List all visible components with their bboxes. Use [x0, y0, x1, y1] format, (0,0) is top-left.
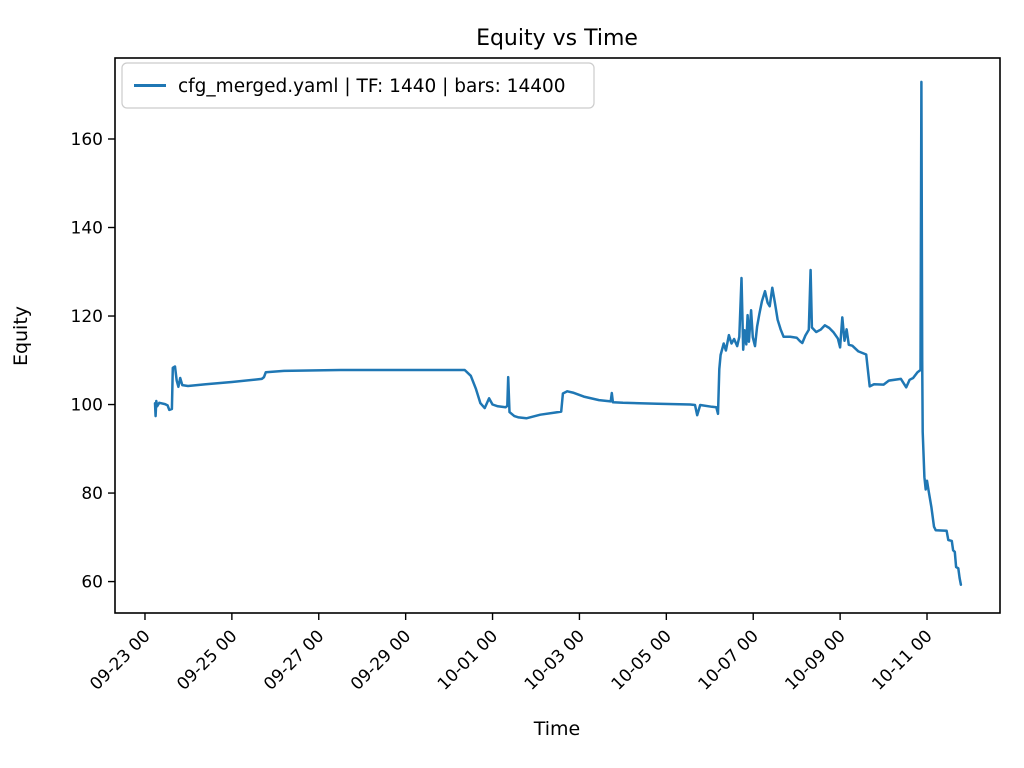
- y-tick-label: 100: [71, 396, 103, 416]
- x-tick-label: 09-29 00: [347, 626, 415, 694]
- x-axis-label: Time: [533, 718, 581, 740]
- y-axis-ticks: 60 80 100 120 140 160: [71, 130, 115, 593]
- x-tick-label: 10-11 00: [868, 626, 936, 694]
- y-tick-label: 140: [71, 219, 103, 239]
- y-axis-label: Equity: [10, 306, 32, 366]
- legend-box: [121, 62, 595, 109]
- chart-title: Equity vs Time: [476, 26, 638, 51]
- x-tick-label: 10-07 00: [695, 626, 763, 694]
- y-tick-label: 120: [71, 307, 103, 327]
- y-tick-label: 160: [71, 130, 103, 150]
- x-axis-ticks: 09-23 00 09-25 00 09-27 00 09-29 00 10-01 00…: [86, 613, 937, 695]
- y-tick-label: 80: [81, 484, 103, 504]
- y-tick-label: 60: [81, 573, 103, 593]
- x-tick-label: 10-09 00: [781, 626, 849, 694]
- x-tick-label: 09-25 00: [173, 626, 241, 694]
- x-tick-label: 10-05 00: [608, 626, 676, 694]
- x-tick-label: 10-03 00: [521, 626, 589, 694]
- x-tick-label: 09-27 00: [260, 626, 328, 694]
- x-tick-label: 09-23 00: [86, 626, 154, 694]
- equity-series-line: [153, 80, 963, 586]
- legend: cfg_merged.yaml | TF: 1440 | bars: 14400: [121, 62, 595, 109]
- legend-label: cfg_merged.yaml | TF: 1440 | bars: 14400: [178, 76, 566, 97]
- plot-area-frame: [114, 57, 1001, 614]
- x-tick-label: 10-01 00: [434, 626, 502, 694]
